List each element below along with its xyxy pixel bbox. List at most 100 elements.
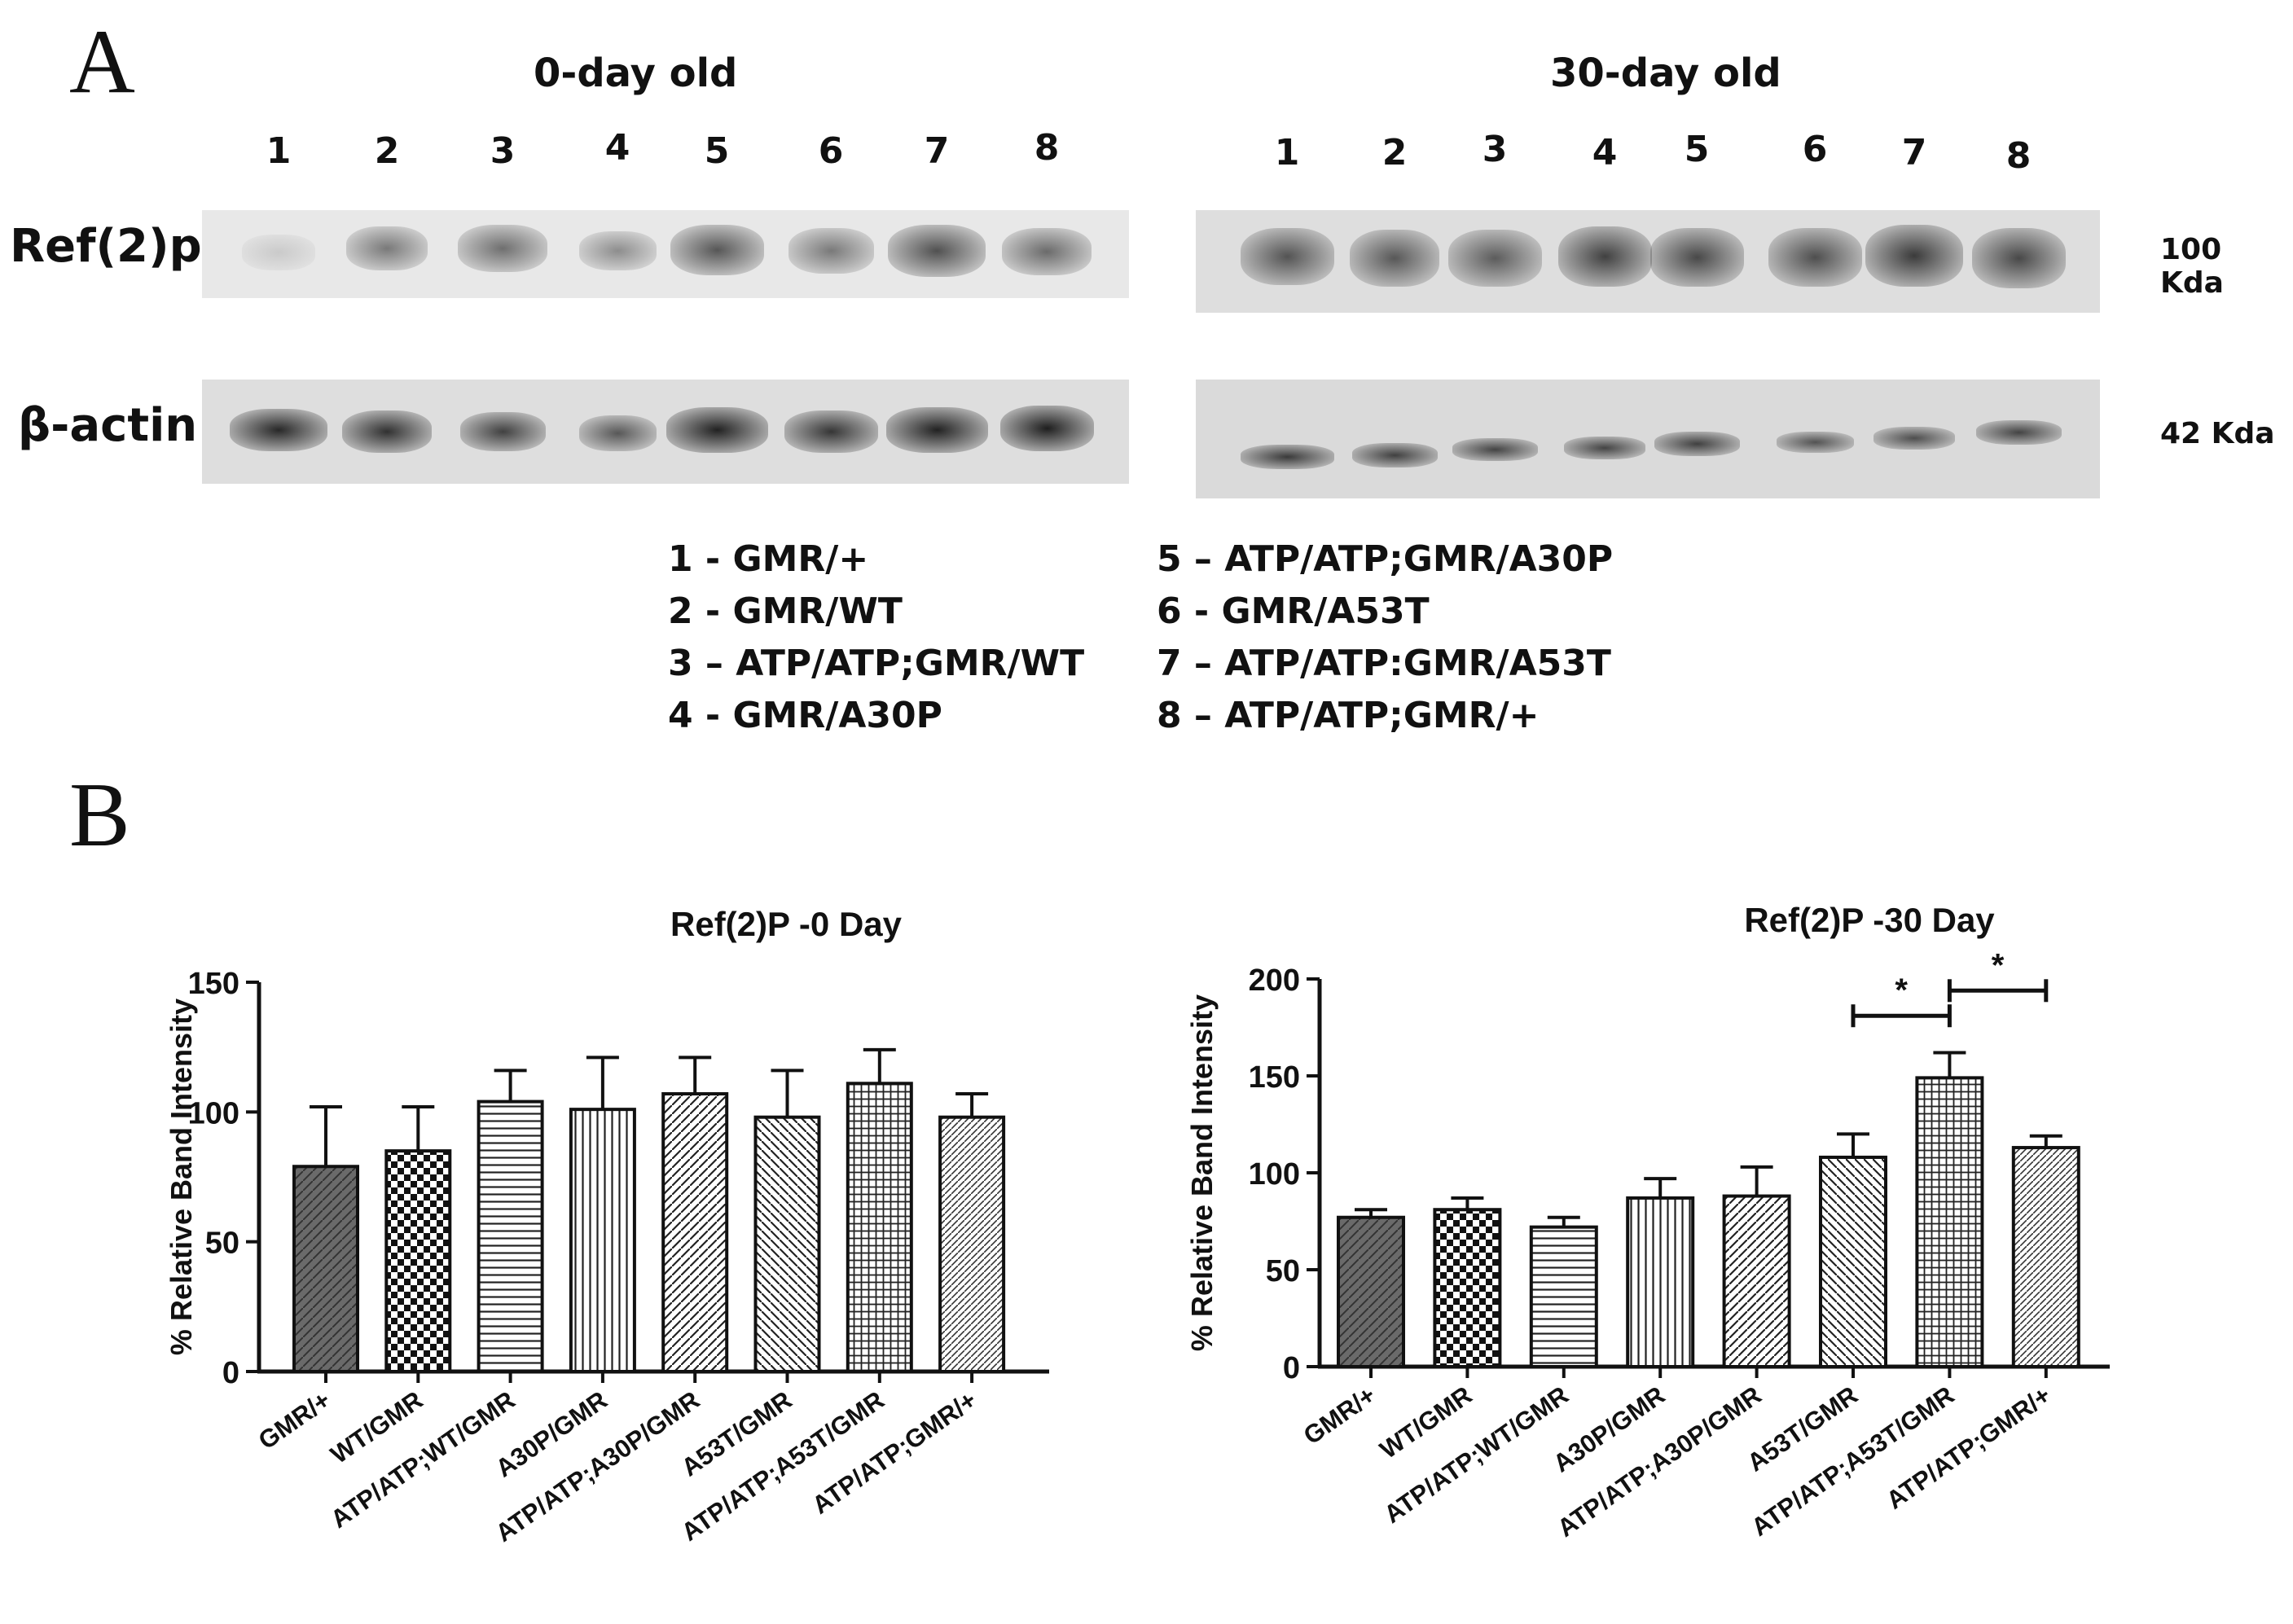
y-tick-label: 150 [188, 967, 239, 1001]
left-lane-number: 4 [604, 127, 630, 169]
right-lane-number: 7 [1901, 132, 1927, 173]
bar [477, 1099, 544, 1373]
blot-band [1768, 228, 1862, 287]
bar [1529, 1225, 1598, 1369]
blot-band [1002, 228, 1092, 275]
right-lane-number: 8 [2005, 135, 2032, 177]
blot-band [459, 412, 546, 451]
blot-band [458, 225, 547, 272]
blot-band [999, 406, 1094, 451]
bar [846, 1082, 913, 1373]
bar [1722, 1194, 1791, 1368]
right-lane-number: 1 [1274, 132, 1300, 173]
blot-band [242, 235, 315, 270]
panel-a-letter: A [69, 11, 135, 112]
right-blot-title: 30-day old [1550, 50, 1781, 96]
y-tick-label: 200 [1249, 963, 1300, 998]
bar [1337, 1215, 1405, 1368]
x-tick-label: ATP/ATP;GMR/+ [1881, 1380, 2056, 1515]
significance-star: * [1992, 947, 2005, 983]
blot-band [342, 410, 432, 453]
y-tick-label: 0 [1283, 1351, 1300, 1385]
bar [1915, 1076, 1984, 1368]
legend-item: 7 – ATP/ATP:GMR/A53T [1157, 643, 1611, 684]
x-tick-label: GMR/+ [253, 1385, 336, 1455]
right-lane-number: 2 [1382, 132, 1408, 173]
left-lane-number: 2 [374, 130, 400, 172]
y-tick-label: 100 [188, 1096, 239, 1130]
legend-item: 5 – ATP/ATP;GMR/A30P [1157, 538, 1614, 580]
chart-title: Ref(2)P -30 Day [1744, 901, 1995, 939]
legend-item: 3 – ATP/ATP;GMR/WT [668, 643, 1085, 684]
blot-band [1654, 432, 1740, 456]
blot-band [1557, 226, 1652, 287]
blot-band [578, 415, 657, 451]
bar [2011, 1146, 2080, 1368]
y-axis-label: % Relative Band Intensity [1185, 994, 1219, 1351]
y-axis-label: % Relative Band Intensity [165, 999, 198, 1355]
blot-band [1649, 228, 1744, 287]
bar [1819, 1155, 1887, 1368]
bar [938, 1115, 1006, 1373]
blot-band [1873, 427, 1955, 450]
y-tick-label: 50 [205, 1227, 239, 1261]
bar [753, 1115, 821, 1373]
blot-band [670, 225, 764, 275]
blot-band [1564, 437, 1645, 459]
significance-star: * [1895, 972, 1908, 1008]
blot-band [1350, 230, 1439, 287]
left-lane-number: 3 [490, 130, 516, 172]
blot-band [1447, 230, 1542, 287]
right-lane-number: 5 [1684, 129, 1710, 170]
blot-band [885, 407, 988, 453]
bar [1433, 1208, 1502, 1368]
left-lane-number: 8 [1034, 127, 1060, 169]
bar-charts: Ref(2)P -0 Day % Relative Band Intensity 0… [165, 901, 2110, 1547]
blot-band [788, 228, 874, 274]
blot-band [1240, 445, 1334, 469]
bar [384, 1149, 452, 1373]
left-lane-number: 6 [818, 130, 844, 172]
blot-band [1975, 420, 2062, 445]
legend-item: 6 - GMR/A53T [1157, 590, 1430, 632]
beta-actin-row-label: β-actin [18, 399, 198, 452]
blot-band [346, 226, 428, 270]
beta-actin-blot-30day [1196, 380, 2100, 498]
ref2p-blot-30day [1196, 210, 2100, 313]
ref2p-0day-chart: Ref(2)P -0 Day % Relative Band Intensity 0… [165, 905, 1049, 1547]
ref2p-blot-0day [202, 210, 1129, 298]
y-tick-label: 100 [1249, 1157, 1300, 1192]
x-tick-label: ATP/ATP;GMR/+ [807, 1385, 982, 1520]
blot-band [665, 407, 768, 453]
blot-band [1351, 443, 1438, 467]
legend-item: 1 - GMR/+ [668, 538, 869, 580]
blot-band [230, 409, 327, 451]
bar [292, 1165, 359, 1373]
bar [1626, 1196, 1695, 1368]
ref2p-row-label: Ref(2)p [10, 220, 202, 273]
lane-legend-right: 5 – ATP/ATP;GMR/A30P 6 - GMR/A53T 7 – AT… [1157, 533, 1613, 742]
blot-band [578, 231, 657, 270]
ref2p-30day-chart: Ref(2)P -30 Day % Relative Band Intensity… [1185, 901, 2110, 1543]
right-lane-number: 6 [1802, 129, 1828, 170]
blot-band [1240, 228, 1334, 285]
panel-b-letter: B [69, 765, 130, 866]
legend-item: 4 - GMR/A30P [668, 695, 942, 736]
blot-band [1865, 225, 1963, 287]
left-lane-number: 1 [266, 130, 292, 172]
legend-item: 8 – ATP/ATP;GMR/+ [1157, 695, 1540, 736]
bar [661, 1092, 729, 1373]
left-lane-number: 7 [924, 130, 950, 172]
right-lane-number: 3 [1482, 129, 1508, 170]
bar [569, 1108, 636, 1373]
legend-item: 2 - GMR/WT [668, 590, 903, 632]
blot-band [1776, 432, 1854, 453]
blot-band [1452, 438, 1538, 461]
ref2p-kda-label: 100 Kda [2160, 233, 2224, 300]
right-lane-number: 4 [1592, 132, 1618, 173]
x-tick-label: GMR/+ [1298, 1380, 1381, 1450]
y-tick-label: 0 [222, 1356, 239, 1390]
left-lane-number: 5 [704, 130, 730, 172]
lane-legend-left: 1 - GMR/+ 2 - GMR/WT 3 – ATP/ATP;GMR/WT … [668, 533, 1084, 742]
y-tick-label: 150 [1249, 1060, 1300, 1095]
